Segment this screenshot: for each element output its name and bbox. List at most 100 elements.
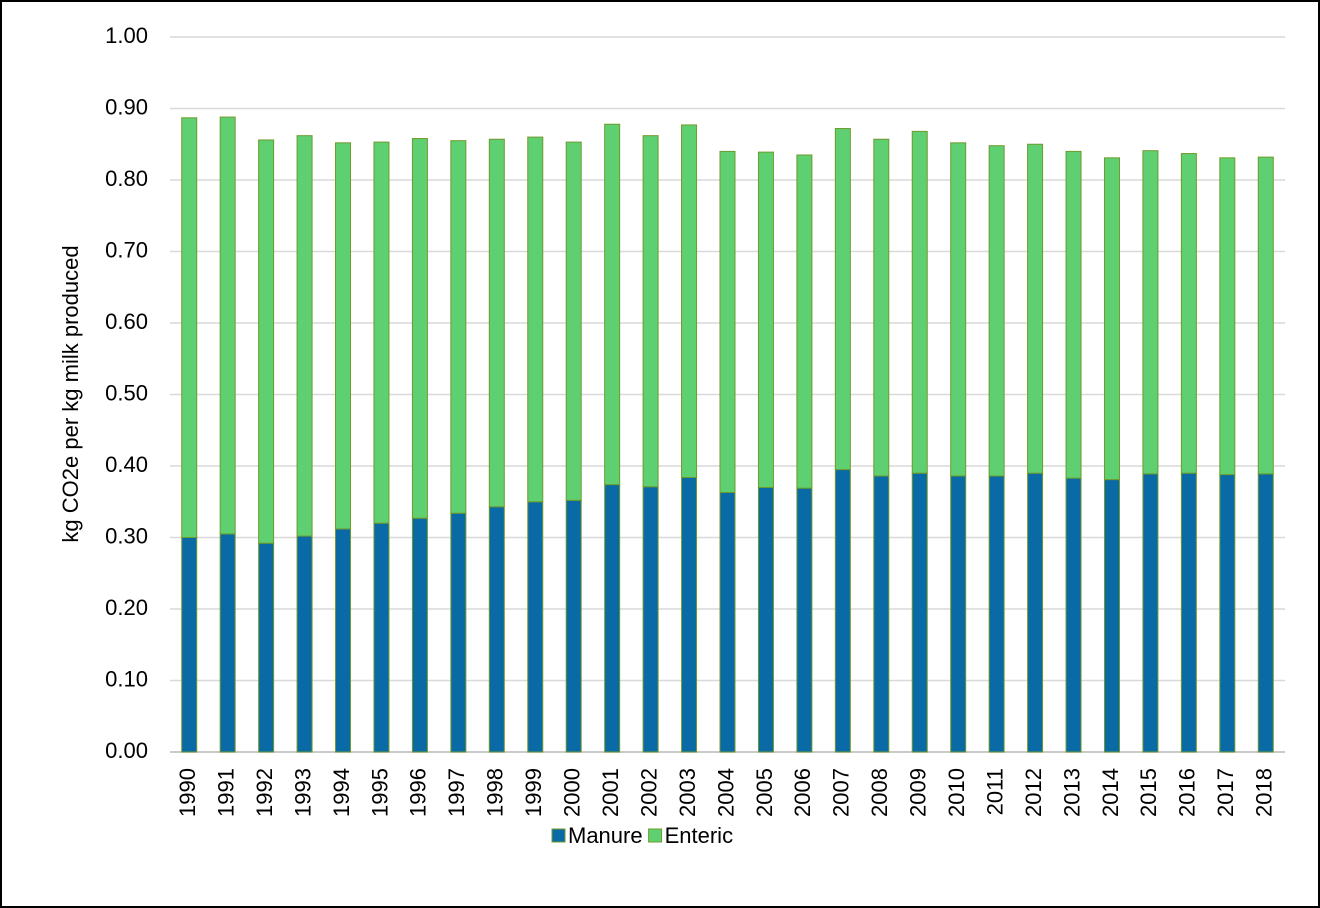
legend-swatch bbox=[551, 828, 566, 843]
y-tick-label: 0.00 bbox=[105, 738, 148, 763]
bar-segment bbox=[911, 472, 928, 753]
bar-segment bbox=[373, 522, 390, 753]
x-tick-label: 2016 bbox=[1175, 768, 1200, 817]
x-tick-label: 1993 bbox=[290, 768, 315, 817]
bar-segment bbox=[604, 484, 621, 753]
x-tick-label: 2012 bbox=[1021, 768, 1046, 817]
x-tick-label: 2007 bbox=[829, 768, 854, 817]
bar-segment bbox=[950, 142, 967, 477]
bar-segment bbox=[296, 135, 313, 537]
bar-segment bbox=[757, 486, 774, 753]
bar-segment bbox=[1103, 157, 1120, 481]
bar-segment bbox=[450, 512, 467, 753]
bar-segment bbox=[988, 145, 1005, 477]
x-tick-label: 2017 bbox=[1213, 768, 1238, 817]
legend-label: Enteric bbox=[665, 823, 733, 848]
x-tick-label: 2002 bbox=[636, 768, 661, 817]
bar-segment bbox=[873, 475, 890, 753]
x-tick-label: 1991 bbox=[213, 768, 238, 817]
bar-segment bbox=[834, 469, 851, 753]
x-tick-label: 2000 bbox=[560, 768, 585, 817]
x-tick-label: 1995 bbox=[367, 768, 392, 817]
bar-segment bbox=[757, 151, 774, 488]
bar-segment bbox=[988, 475, 1005, 753]
x-tick-label: 2006 bbox=[790, 768, 815, 817]
bar-segment bbox=[1142, 150, 1159, 475]
x-tick-label: 2009 bbox=[906, 768, 931, 817]
bar-segment bbox=[834, 128, 851, 471]
x-tick-label: 1992 bbox=[252, 768, 277, 817]
y-tick-label: 1.00 bbox=[105, 23, 148, 48]
x-tick-label: 1998 bbox=[483, 768, 508, 817]
x-tick-label: 2004 bbox=[713, 768, 738, 817]
bar-segment bbox=[1027, 143, 1044, 474]
bar-segment bbox=[642, 486, 659, 753]
y-tick-label: 0.20 bbox=[105, 595, 148, 620]
bar-segment bbox=[1027, 472, 1044, 753]
y-tick-label: 0.50 bbox=[105, 380, 148, 405]
bar-segment bbox=[258, 139, 275, 544]
x-tick-label: 1990 bbox=[175, 768, 200, 817]
x-tick-label: 2013 bbox=[1059, 768, 1084, 817]
bar-segment bbox=[1103, 479, 1120, 753]
bar-segment bbox=[219, 116, 236, 535]
bar-segment bbox=[565, 499, 582, 753]
bar-segment bbox=[1065, 477, 1082, 753]
x-tick-label: 1994 bbox=[329, 768, 354, 817]
x-tick-label: 2005 bbox=[752, 768, 777, 817]
bar-segment bbox=[181, 117, 198, 538]
y-axis-label: kg CO2e per kg milk produced bbox=[58, 245, 83, 542]
bar-segment bbox=[796, 487, 813, 753]
x-tick-label: 1996 bbox=[406, 768, 431, 817]
y-tick-label: 0.70 bbox=[105, 237, 148, 262]
bar-segment bbox=[1219, 157, 1236, 476]
y-tick-label: 0.80 bbox=[105, 166, 148, 191]
x-tick-label: 1997 bbox=[444, 768, 469, 817]
bar-segment bbox=[181, 537, 198, 753]
bar-segment bbox=[296, 535, 313, 753]
bar-segment bbox=[488, 506, 505, 753]
y-tick-label: 0.40 bbox=[105, 452, 148, 477]
bar-segment bbox=[450, 140, 467, 514]
y-tick-label: 0.60 bbox=[105, 309, 148, 334]
bar-segment bbox=[1065, 150, 1082, 479]
bar-segment bbox=[335, 142, 352, 530]
x-tick-label: 2001 bbox=[598, 768, 623, 817]
bar-segment bbox=[1142, 473, 1159, 753]
x-tick-label: 2010 bbox=[944, 768, 969, 817]
bar-segment bbox=[1257, 473, 1274, 753]
bar-segment bbox=[219, 533, 236, 753]
bar-segment bbox=[488, 138, 505, 508]
legend-swatch bbox=[648, 828, 663, 843]
bar-segment bbox=[1180, 153, 1197, 474]
x-tick-label: 2015 bbox=[1136, 768, 1161, 817]
bar-segment bbox=[527, 501, 544, 753]
bar-segment bbox=[950, 475, 967, 753]
bar-segment bbox=[1257, 156, 1274, 475]
bar-segment bbox=[1180, 472, 1197, 753]
bar-segment bbox=[335, 528, 352, 753]
bar-segment bbox=[796, 154, 813, 489]
x-tick-label: 2018 bbox=[1252, 768, 1277, 817]
bar-segment bbox=[873, 138, 890, 477]
bar-segment bbox=[642, 135, 659, 488]
legend-label: Manure bbox=[568, 823, 643, 848]
bar-segment bbox=[681, 124, 698, 478]
bar-segment bbox=[911, 130, 928, 474]
bar-segment bbox=[411, 138, 428, 519]
bar-segment bbox=[565, 141, 582, 501]
x-tick-label: 1999 bbox=[521, 768, 546, 817]
bar-segment bbox=[719, 491, 736, 753]
x-tick-label: 2011 bbox=[982, 768, 1007, 815]
x-tick-label: 2003 bbox=[675, 768, 700, 817]
x-tick-label: 2008 bbox=[867, 768, 892, 817]
bar-segment bbox=[719, 150, 736, 493]
y-tick-label: 0.10 bbox=[105, 666, 148, 691]
bar-segment bbox=[411, 517, 428, 753]
y-tick-label: 0.30 bbox=[105, 523, 148, 548]
y-tick-label: 0.90 bbox=[105, 94, 148, 119]
bar-segment bbox=[681, 476, 698, 753]
bar-segment bbox=[604, 123, 621, 486]
bar-segment bbox=[373, 141, 390, 524]
